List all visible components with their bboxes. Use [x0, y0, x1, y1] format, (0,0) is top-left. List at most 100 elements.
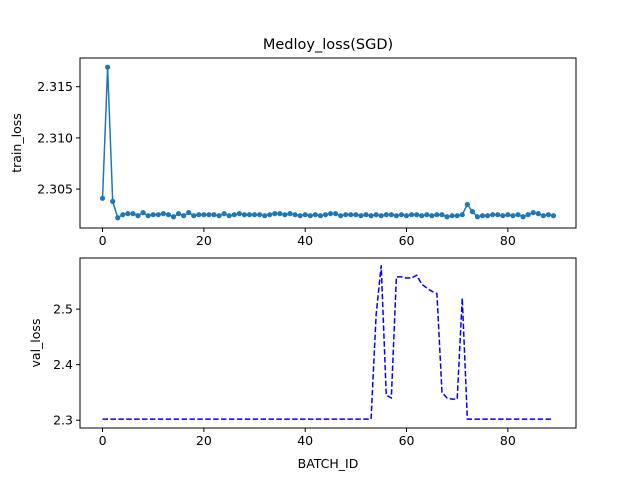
train-loss-x-tick-label: 0 [99, 233, 107, 248]
train-loss-axes-frame [79, 57, 577, 229]
train-loss-data-point [125, 211, 131, 217]
train-loss-x-tick-label: 80 [500, 233, 516, 248]
val-loss-x-tick-label: 60 [399, 433, 415, 448]
train-loss-data-point [510, 213, 516, 219]
train-loss-data-point [226, 213, 232, 219]
train-loss-data-point [221, 211, 227, 217]
train-loss-data-point [110, 198, 116, 204]
train-loss-data-point [398, 212, 405, 218]
train-loss-data-point [338, 213, 344, 219]
train-loss-data-point [343, 212, 349, 218]
train-loss-data-point [236, 211, 242, 217]
val-loss-series-line [102, 265, 554, 420]
val-loss-x-tick-label: 0 [99, 433, 107, 448]
train-loss-data-point [449, 213, 455, 219]
chart-title: Medloy_loss(SGD) [263, 37, 393, 53]
train-loss-data-point [160, 211, 166, 217]
train-loss-data-point [282, 212, 288, 218]
train-loss-data-point [393, 213, 399, 219]
train-loss-data-point [145, 213, 151, 219]
train-loss-data-point [322, 212, 329, 218]
train-loss-data-point [495, 212, 501, 218]
train-loss-data-point [307, 213, 313, 219]
train-loss-data-point [140, 210, 146, 216]
train-loss-data-point [292, 212, 298, 218]
train-loss-data-point [257, 212, 263, 218]
train-loss-data-point [535, 211, 541, 217]
train-loss-data-point [317, 213, 323, 219]
train-loss-data-point [155, 212, 161, 218]
train-loss-data-point [409, 212, 415, 218]
train-loss-data-point [540, 213, 546, 219]
train-loss-y-tick-label: 2.305 [37, 182, 73, 197]
train-loss-data-point [175, 211, 182, 217]
train-loss-x-tick-label: 60 [399, 233, 415, 248]
train-loss-data-point [403, 213, 410, 219]
train-loss-data-point [515, 212, 521, 218]
train-loss-x-tick-label: 40 [297, 233, 313, 248]
train-loss-data-point [297, 213, 303, 219]
train-loss-data-point [424, 212, 430, 218]
train-loss-data-point [312, 212, 318, 218]
train-loss-data-point [469, 209, 475, 215]
val-loss-x-tick-label: 20 [196, 433, 212, 448]
train-loss-data-point [216, 213, 222, 219]
train-loss-data-point [348, 212, 354, 218]
train-loss-data-point [272, 211, 278, 217]
train-loss-data-point [353, 212, 359, 218]
train-loss-data-point [211, 212, 217, 218]
train-loss-data-point [439, 212, 445, 218]
train-loss-data-point [383, 212, 389, 218]
train-loss-data-point [484, 213, 491, 219]
val-loss-y-tick-label: 2.3 [53, 413, 73, 428]
train-loss-data-point [434, 212, 440, 218]
train-loss-data-point [120, 212, 126, 218]
train-loss-data-point [464, 201, 470, 208]
train-loss-data-point [262, 213, 268, 219]
train-loss-data-point [378, 213, 384, 219]
train-loss-data-point [267, 212, 273, 218]
train-loss-data-point [231, 212, 237, 218]
train-loss-data-point [358, 213, 364, 219]
train-loss-data-point [530, 210, 536, 216]
train-loss-y-tick-label: 2.315 [37, 79, 73, 94]
train-loss-data-point [246, 212, 253, 218]
train-loss-data-point [474, 214, 481, 220]
train-loss-x-tick-label: 20 [196, 233, 212, 248]
train-loss-data-point [388, 212, 394, 218]
train-loss-data-point [414, 212, 420, 218]
train-loss-data-point [520, 214, 526, 220]
train-loss-data-point [327, 211, 334, 217]
train-loss-data-point [550, 213, 557, 219]
train-loss-data-point [241, 212, 247, 218]
train-loss-data-point [363, 212, 369, 218]
train-loss-data-point [135, 213, 141, 219]
train-loss-data-point [525, 212, 531, 218]
train-loss-marks [99, 64, 557, 221]
train-loss-data-point [277, 211, 283, 217]
val-loss-ticks: 0 20 40 60 80 2.3 2.4 2.5 [53, 302, 516, 448]
train-loss-data-point [181, 213, 187, 219]
train-loss-data-point [115, 215, 121, 221]
train-loss-data-point [459, 212, 465, 218]
train-loss-data-point [170, 214, 177, 220]
train-loss-data-point [165, 212, 172, 218]
train-loss-data-point [201, 212, 207, 218]
val-loss-x-tick-label: 80 [500, 433, 516, 448]
val-loss-y-tick-label: 2.4 [53, 357, 73, 372]
train-loss-data-point [454, 213, 460, 219]
val-loss-x-tick-label: 40 [297, 433, 313, 448]
val-loss-y-tick-label: 2.5 [53, 302, 73, 317]
train-loss-data-point [196, 212, 202, 218]
train-loss-data-point [191, 213, 197, 219]
val-loss-x-axis-label: BATCH_ID [298, 456, 359, 471]
train-loss-data-point [130, 211, 136, 217]
val-loss-y-axis-label: val_loss [28, 319, 43, 368]
train-loss-data-point [251, 212, 258, 218]
train-loss-data-point [479, 213, 486, 219]
train-loss-data-point [186, 210, 192, 216]
train-loss-y-axis-label: train_loss [9, 113, 24, 173]
val-loss-marks [102, 265, 554, 420]
